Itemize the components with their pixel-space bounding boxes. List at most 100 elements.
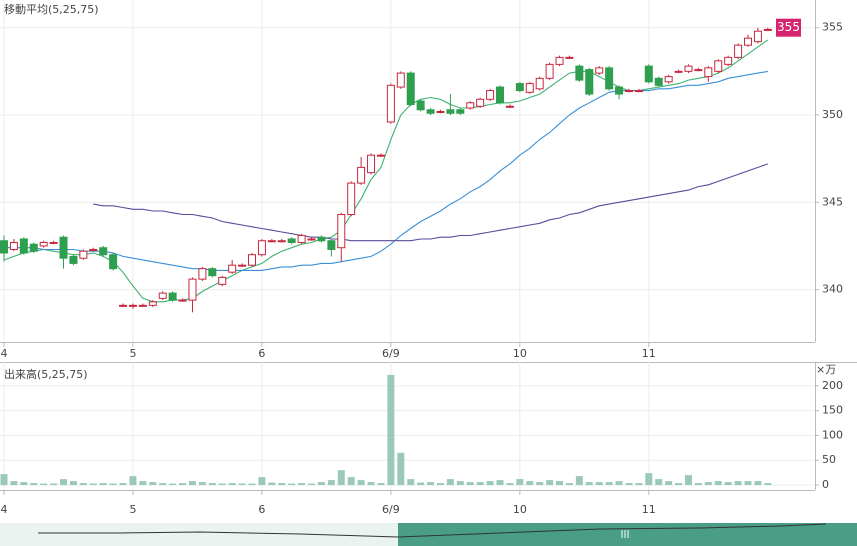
volume-bar [565, 483, 573, 486]
volume-bar [714, 481, 722, 486]
volume-bar [665, 481, 673, 486]
y-tick-label: 345 [822, 195, 843, 208]
volume-panel: 0 50 100 150 200 4 5 6 6/9 10 11 [0, 361, 843, 516]
volume-bar [516, 479, 524, 486]
candle-body [714, 60, 723, 72]
price-badge-label: 355 [777, 20, 800, 34]
volume-bar [169, 483, 177, 486]
candle-body [436, 111, 445, 114]
volume-bar [734, 481, 742, 486]
volume-bar [704, 482, 712, 486]
candle-body [89, 248, 98, 251]
x-tick-label: 4 [1, 347, 8, 360]
volume-bar [556, 481, 564, 486]
volume-bar [89, 483, 97, 486]
candle-body [535, 77, 544, 90]
volume-bar [575, 476, 583, 486]
volume-bar [595, 482, 603, 486]
y-tick-label: 350 [822, 108, 843, 121]
candle-body [59, 236, 68, 259]
volume-bar [446, 479, 454, 486]
candle-body [238, 264, 247, 267]
volume-bar [40, 483, 48, 486]
volume-bar [764, 483, 772, 486]
volume-bar [258, 477, 266, 486]
y-tick-label: 200 [822, 379, 843, 392]
candle-body [446, 109, 455, 114]
volume-bar [149, 482, 157, 486]
candle-body [525, 83, 534, 93]
volume-unit: ×万 [816, 363, 836, 376]
candle-body [654, 77, 663, 86]
candle-body [595, 67, 604, 74]
volume-bar [466, 482, 474, 486]
candle-body [267, 240, 276, 243]
volume-bar [60, 479, 68, 486]
candle-body [466, 102, 475, 109]
candle-body [119, 304, 128, 307]
volume-bar [208, 483, 216, 486]
candle-body [198, 268, 207, 280]
volume-bar [486, 481, 494, 486]
candle-body [644, 65, 653, 83]
candle-body [19, 238, 28, 254]
navigator-track [0, 523, 398, 546]
candle-body [734, 44, 743, 58]
candle-body [615, 86, 624, 95]
candle-body [188, 278, 197, 301]
volume-bar [278, 483, 286, 486]
volume-bar [407, 479, 415, 486]
volume-bar [337, 470, 345, 486]
volume-bar [635, 483, 643, 486]
volume-bar [615, 481, 623, 486]
moving-average-line [93, 163, 768, 242]
volume-bar [308, 483, 316, 486]
candle-body [69, 255, 78, 264]
volume-bar [50, 483, 58, 486]
candle-body [376, 154, 385, 157]
navigator-line [38, 523, 827, 538]
candle-body [158, 292, 167, 299]
candle-body [109, 254, 118, 270]
candle-body [228, 264, 237, 273]
candle-body [218, 276, 227, 285]
candle-body [138, 304, 147, 307]
candle-body [684, 65, 693, 72]
candle-body [565, 56, 574, 59]
volume-bar [625, 483, 633, 486]
price-badge [776, 18, 801, 37]
candle-body [664, 76, 673, 83]
candle-body [634, 90, 643, 93]
candle-body [763, 28, 772, 31]
candle-body [9, 241, 18, 250]
volume-bar [298, 483, 306, 486]
candle-body [704, 67, 713, 78]
candle-body [694, 69, 703, 72]
candle-body [386, 84, 395, 123]
navigator-handle[interactable] [621, 530, 629, 538]
candle-body [277, 240, 286, 243]
candle-body [337, 214, 346, 249]
volume-bar [397, 452, 405, 486]
candle-body [99, 247, 108, 256]
candle-body [515, 83, 524, 92]
candle-body [287, 238, 296, 243]
candle-body [416, 100, 425, 111]
candle-body [79, 250, 88, 259]
candle-body [307, 238, 316, 241]
price-title: 移動平均(5,25,75) [4, 2, 99, 16]
volume-bar [655, 479, 663, 486]
volume-bar [605, 482, 613, 486]
candle-body [674, 70, 683, 73]
volume-bar [536, 482, 544, 486]
volume-bar [30, 483, 38, 486]
volume-bar [675, 483, 683, 486]
volume-bar [744, 481, 752, 486]
candle-body [168, 292, 177, 301]
candle-body [724, 56, 733, 65]
candle-body [128, 304, 137, 307]
candle-body [396, 72, 405, 88]
volume-bar [99, 483, 107, 486]
volume-bar [248, 483, 256, 486]
